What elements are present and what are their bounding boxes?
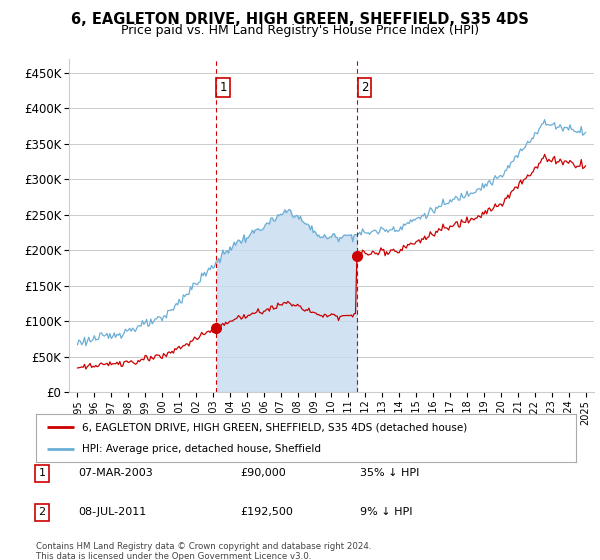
Text: £90,000: £90,000 <box>240 468 286 478</box>
Text: 9% ↓ HPI: 9% ↓ HPI <box>360 507 413 517</box>
Text: Price paid vs. HM Land Registry's House Price Index (HPI): Price paid vs. HM Land Registry's House … <box>121 24 479 37</box>
Text: 08-JUL-2011: 08-JUL-2011 <box>78 507 146 517</box>
Text: Contains HM Land Registry data © Crown copyright and database right 2024.
This d: Contains HM Land Registry data © Crown c… <box>36 542 371 560</box>
Text: 1: 1 <box>38 468 46 478</box>
Text: 2: 2 <box>38 507 46 517</box>
Text: 6, EAGLETON DRIVE, HIGH GREEN, SHEFFIELD, S35 4DS: 6, EAGLETON DRIVE, HIGH GREEN, SHEFFIELD… <box>71 12 529 27</box>
Text: HPI: Average price, detached house, Sheffield: HPI: Average price, detached house, Shef… <box>82 444 321 454</box>
Text: 2: 2 <box>361 81 368 94</box>
Text: 1: 1 <box>220 81 227 94</box>
Text: 35% ↓ HPI: 35% ↓ HPI <box>360 468 419 478</box>
Text: £192,500: £192,500 <box>240 507 293 517</box>
Text: 6, EAGLETON DRIVE, HIGH GREEN, SHEFFIELD, S35 4DS (detached house): 6, EAGLETON DRIVE, HIGH GREEN, SHEFFIELD… <box>82 422 467 432</box>
Text: 07-MAR-2003: 07-MAR-2003 <box>78 468 153 478</box>
